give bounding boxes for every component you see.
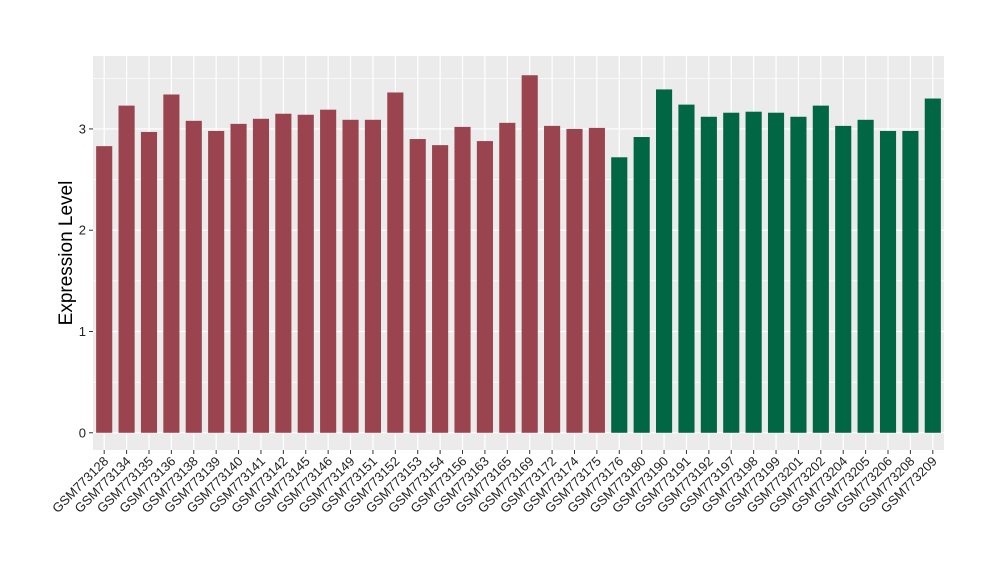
bar <box>678 104 695 433</box>
bar <box>140 131 158 433</box>
bar <box>745 111 762 433</box>
y-tick-label: 3 <box>79 121 86 136</box>
bar <box>208 130 225 433</box>
bar <box>879 130 897 433</box>
bar <box>835 125 852 433</box>
bar <box>364 119 381 433</box>
bar <box>857 119 874 433</box>
bar <box>230 123 247 433</box>
bar <box>499 122 516 433</box>
bar <box>521 75 538 433</box>
bar <box>633 137 650 433</box>
bar <box>656 89 673 433</box>
bar <box>611 157 628 433</box>
bar <box>476 141 493 433</box>
bar <box>275 113 292 433</box>
bar <box>432 145 449 433</box>
y-tick-label: 0 <box>79 425 86 440</box>
bar <box>163 94 180 433</box>
bar <box>409 139 426 433</box>
y-tick-label: 2 <box>79 223 86 238</box>
x-axis: GSM773128GSM773134GSM773135GSM773136GSM7… <box>49 450 940 516</box>
y-tick-label: 1 <box>79 324 86 339</box>
bar <box>588 127 605 433</box>
bar <box>723 112 740 433</box>
bar <box>454 126 471 433</box>
bar <box>790 116 807 433</box>
bar <box>387 92 404 433</box>
bars-group <box>96 75 941 433</box>
bar <box>320 109 337 433</box>
y-axis-title: Expression Level <box>56 181 77 326</box>
bar <box>566 128 583 433</box>
bar <box>118 105 135 433</box>
bar <box>544 125 561 433</box>
bar <box>700 116 717 433</box>
bar <box>812 105 829 433</box>
bar <box>297 114 314 433</box>
bar <box>185 120 202 433</box>
y-axis: 0 1 2 3 <box>79 121 93 440</box>
bar <box>767 112 785 433</box>
bar <box>342 119 359 433</box>
bar <box>96 146 113 433</box>
bar <box>252 118 270 433</box>
bar <box>924 98 941 433</box>
bar <box>902 130 919 433</box>
